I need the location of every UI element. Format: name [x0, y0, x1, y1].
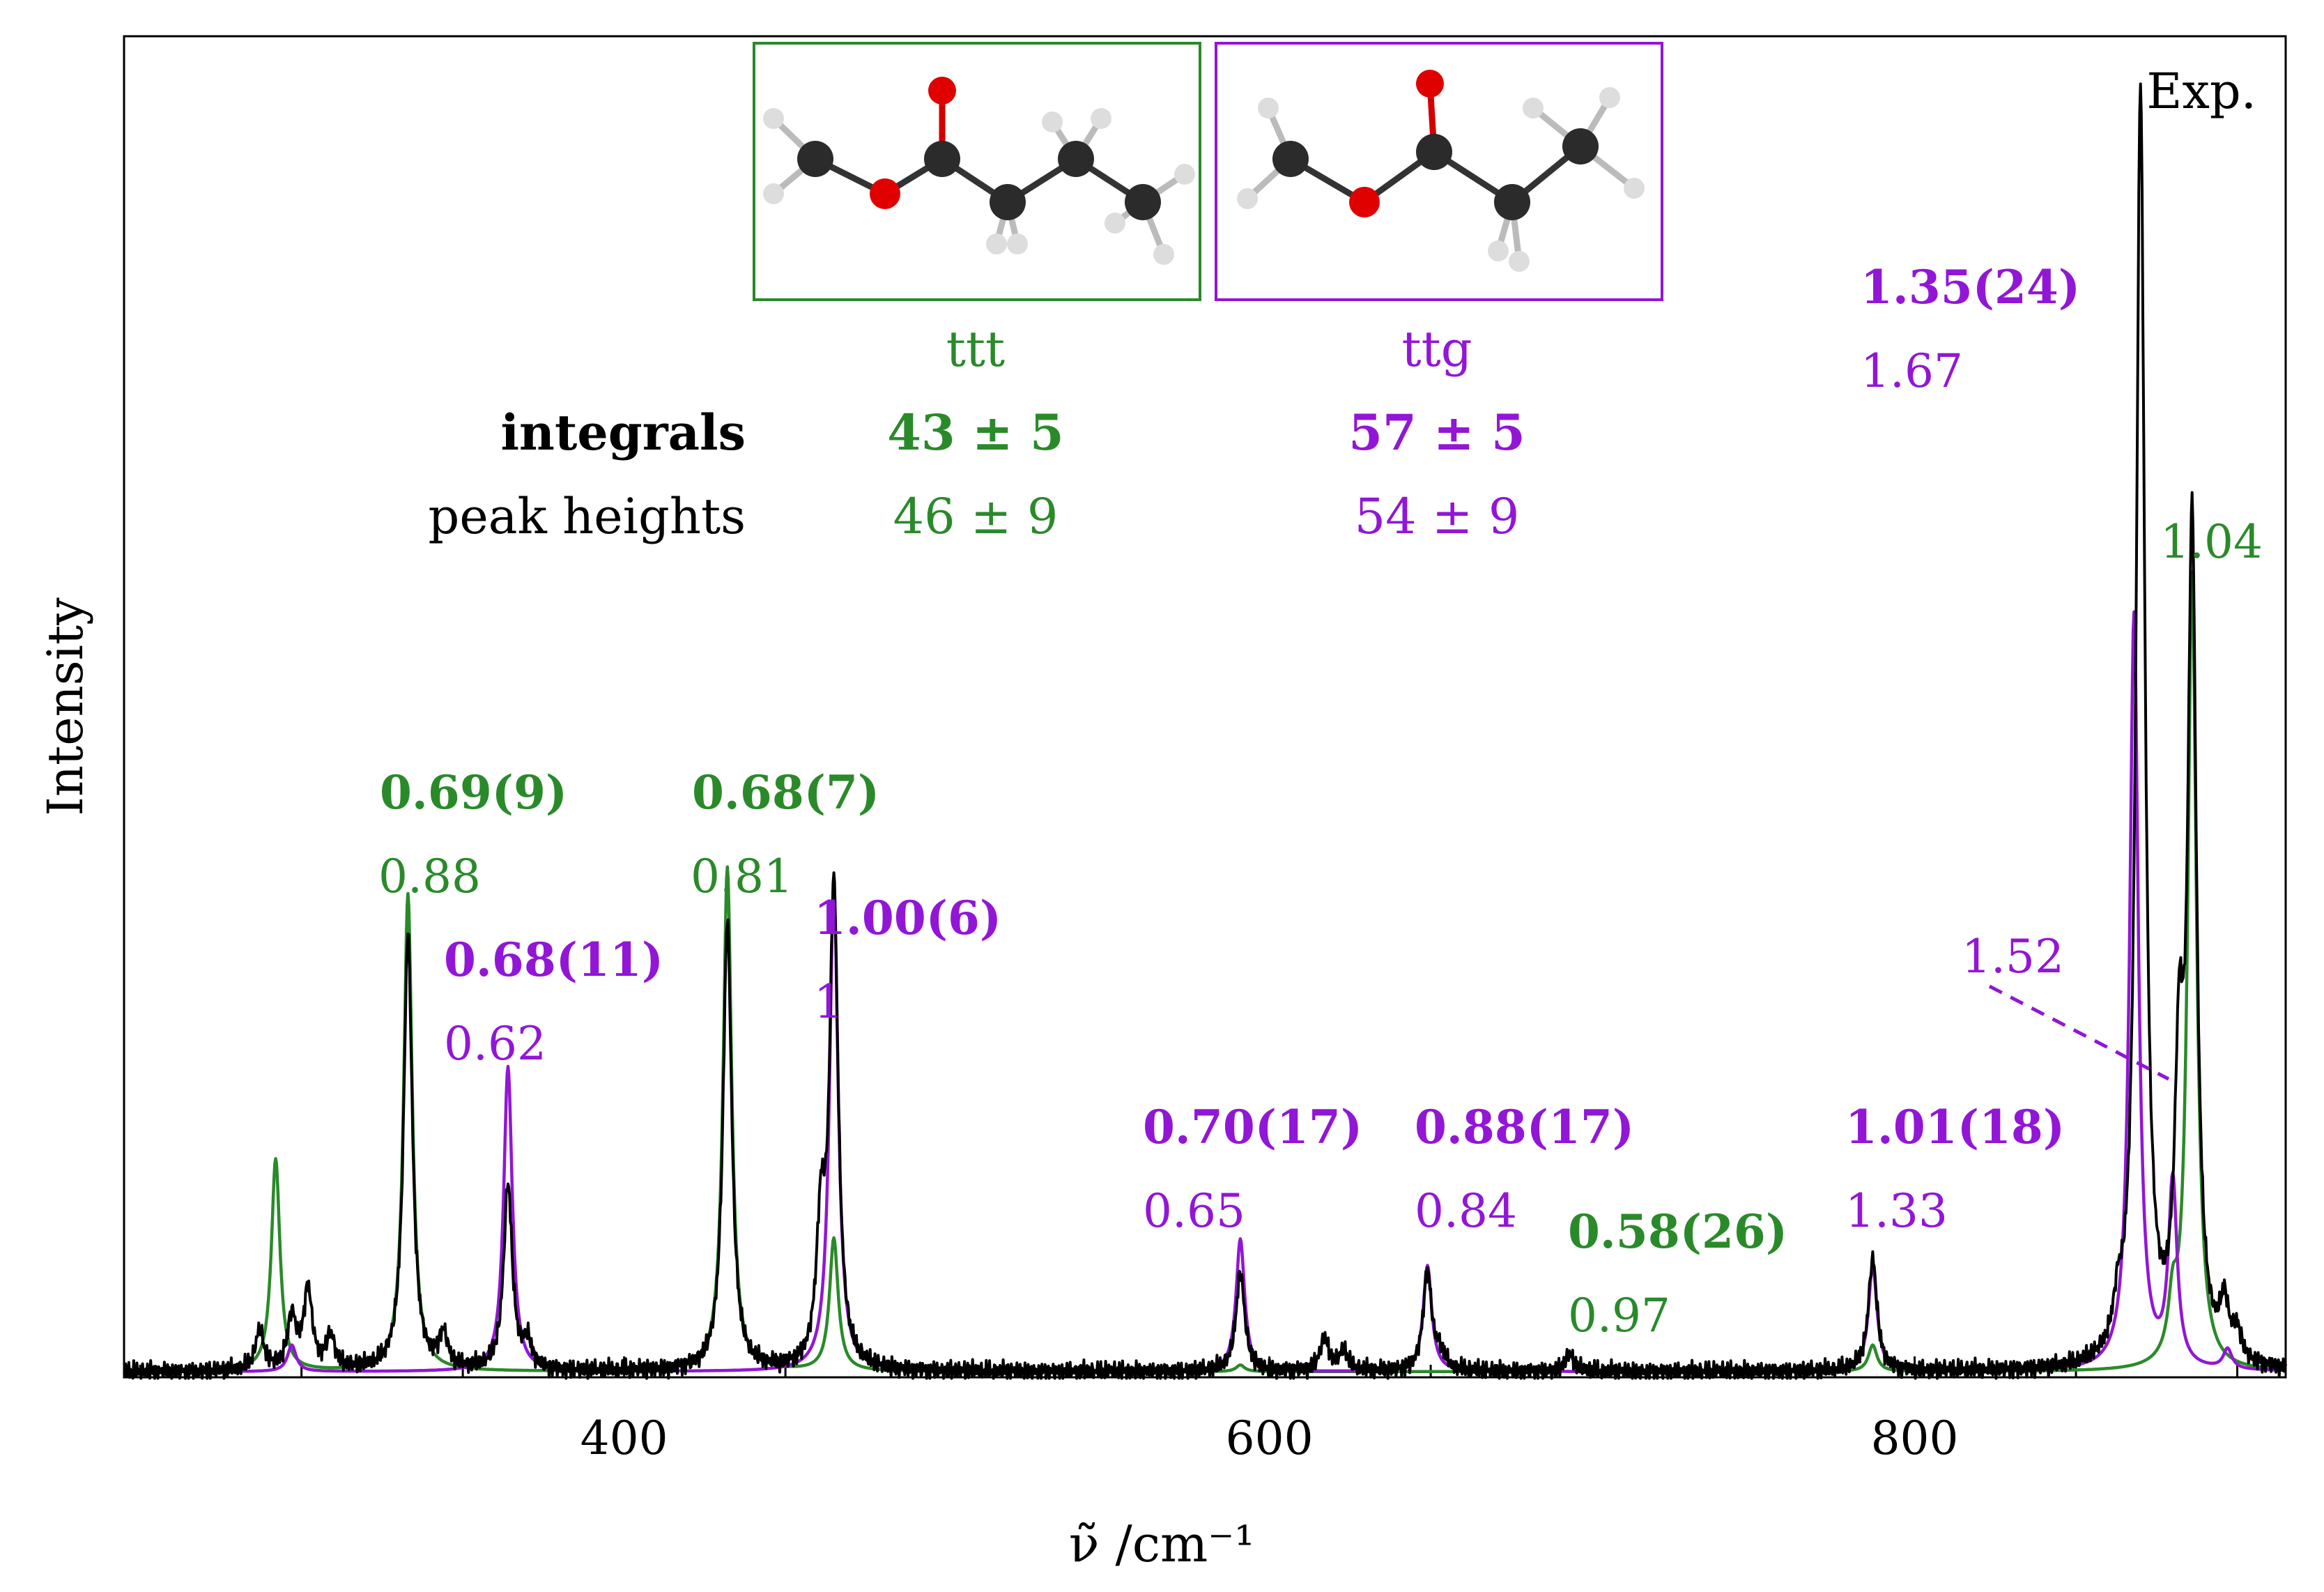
peak-880-leader-line — [1988, 984, 2170, 1081]
peak-label-787-bold: 1.01(18) — [1845, 1100, 2065, 1154]
peak-label-886: 1.04 — [2160, 515, 2263, 569]
peak-label-591-bold: 0.70(17) — [1143, 1100, 1362, 1154]
x-tick-label-800: 800 — [1871, 1411, 1959, 1465]
molecule-ttt-inset — [753, 42, 1201, 301]
peak-label-649-bold: 0.88(17) — [1415, 1100, 1634, 1154]
x-tick-label-600: 600 — [1226, 1411, 1314, 1465]
plot-frame — [123, 35, 2287, 1379]
peak-heights-row-label: peak heights — [429, 488, 746, 545]
peak-label-693-bold: 0.58(26) — [1568, 1204, 1787, 1259]
peak-label-787: 1.33 — [1845, 1184, 1948, 1238]
peak-label-693: 0.97 — [1568, 1289, 1670, 1342]
ttt-integrals-value: 43 ± 5 — [887, 404, 1064, 461]
ttg-integrals-value: 57 ± 5 — [1348, 404, 1525, 461]
integrals-row-label: integrals — [500, 404, 746, 461]
conformer-ttg-name: ttg — [1401, 321, 1472, 378]
peak-label-432-bold: 0.68(7) — [692, 765, 879, 820]
peak-label-465-bold: 1.00(6) — [814, 891, 1001, 945]
series-ttg-line — [123, 610, 2287, 1374]
peak-label-432: 0.81 — [691, 850, 793, 903]
conformer-ttt-name: ttt — [946, 321, 1005, 378]
peak-label-465: 1 — [814, 975, 843, 1029]
ttg-peak-heights-value: 54 ± 9 — [1355, 488, 1520, 545]
peak-label-364: 0.62 — [444, 1017, 546, 1071]
spectra — [123, 82, 2287, 1380]
peak-label-364-bold: 0.68(11) — [444, 933, 663, 987]
molecule-ttg-inset — [1215, 42, 1663, 301]
peak-label-333: 0.88 — [378, 850, 481, 903]
peak-label-333-bold: 0.69(9) — [380, 765, 567, 820]
peak-label-870: 1.67 — [1861, 344, 1963, 398]
ttt-peak-heights-value: 46 ± 9 — [893, 488, 1059, 545]
peak-label-649: 0.84 — [1415, 1184, 1517, 1238]
y-axis-label: Intensity — [37, 597, 94, 816]
exp-label: Exp. — [2146, 63, 2256, 120]
molecule-ttt-atoms — [763, 77, 1195, 265]
molecule-ttg-atoms — [1237, 70, 1645, 272]
peak-label-880: 1.52 — [1962, 930, 2064, 983]
peak-label-591: 0.65 — [1143, 1184, 1245, 1238]
x-axis-tick-labels: 400 600 800 — [580, 1411, 1959, 1465]
peak-label-870-bold: 1.35(24) — [1861, 260, 2080, 314]
x-axis-label: ν̃ /cm⁻¹ — [1069, 1515, 1254, 1573]
series-exp-line — [123, 82, 2287, 1380]
x-tick-label-400: 400 — [580, 1411, 668, 1465]
